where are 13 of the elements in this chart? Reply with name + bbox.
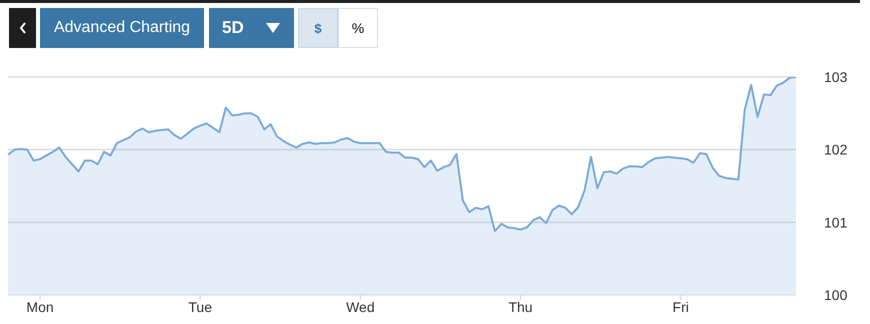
text: 5D [209,8,294,48]
x-tick-label: Fri [672,298,689,315]
x-tick-label: Mon [26,298,54,315]
text: Advanced Charting [40,8,204,48]
text: % [338,8,378,48]
x-tick-label: Tue [188,298,212,315]
text: $ [298,8,338,48]
y-tick-label: 103 [824,68,848,85]
x-tick-label: Wed [346,298,375,315]
y-tick-label: 101 [824,214,848,230]
y-tick-label: 100 [824,286,848,303]
x-tick-label: Thu [508,298,533,315]
y-tick-label: 102 [824,142,848,158]
